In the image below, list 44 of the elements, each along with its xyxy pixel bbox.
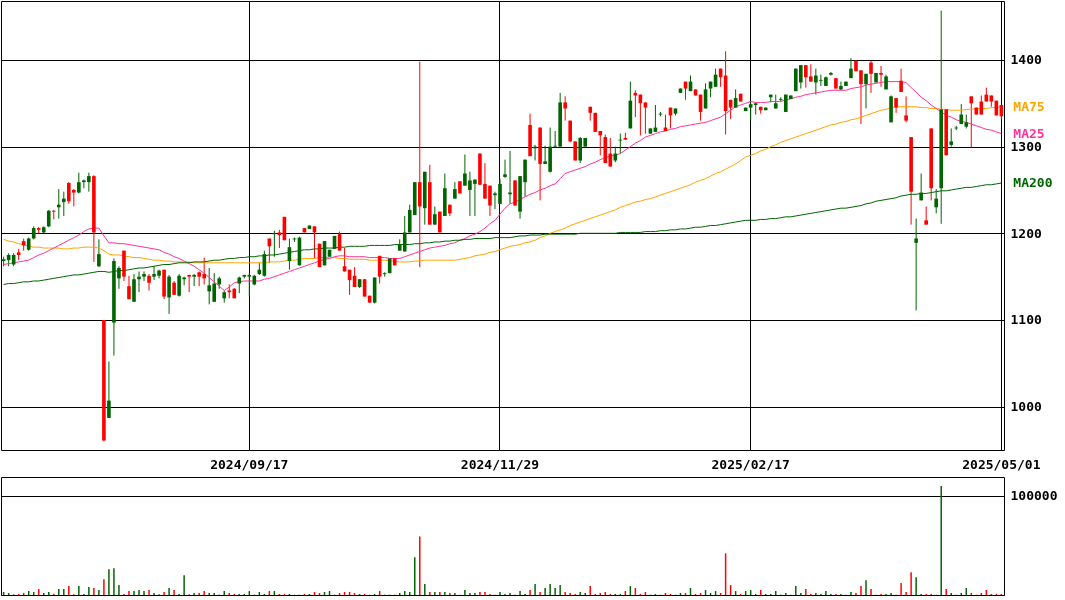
candlestick [433,205,437,226]
candlestick [277,229,282,249]
candlestick [949,127,954,148]
candlestick [272,230,277,258]
x-tick-label: 2025/05/01 [962,456,1041,472]
y-tick-label: 1000 [1010,399,1042,415]
x-tick-label: 2024/11/29 [460,456,540,472]
candlestick [618,133,623,155]
candlestick [142,270,146,282]
candlestick [924,205,928,226]
y-tick-label: 1100 [1010,312,1042,328]
candlestick [147,273,151,292]
candlestick [402,215,407,252]
candlestick [869,60,873,94]
y-tick-label: 100000 [1010,488,1058,504]
candlestick [563,95,567,122]
x-tick-label: 2024/09/17 [210,456,289,472]
candlestick [934,188,938,214]
y-tick-label: 1200 [1010,225,1042,241]
candlestick [829,71,833,77]
candlestick [904,95,908,123]
candlestick [864,73,868,109]
x-tick-label: 2025/02/17 [711,456,790,472]
candlestick [207,267,212,305]
candlestick [643,101,648,135]
series-label: MA25 [1013,125,1045,141]
candlestick [167,274,171,315]
candlestick [107,361,111,419]
candlestick [969,95,974,148]
candlestick [417,61,422,268]
candlestick [61,191,66,217]
candlestick [839,81,843,91]
candlestick [879,65,883,88]
y-tick-label: 1400 [1010,52,1042,68]
series-label: MA200 [1013,175,1053,191]
candlestick [382,271,387,278]
candlestick [132,273,136,303]
candlestick [914,218,918,311]
series-label: MA75 [1013,98,1045,114]
candlestick [578,136,583,164]
candlestick [503,159,507,179]
candlestick [187,274,191,293]
y-tick-label: 1300 [1010,139,1042,155]
candlestick [97,238,101,268]
